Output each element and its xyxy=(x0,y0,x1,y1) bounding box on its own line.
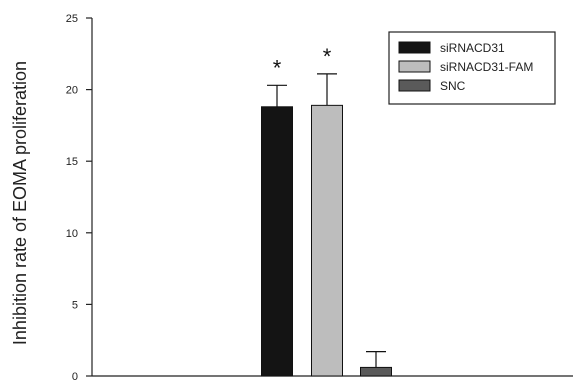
y-axis-label: Inhibition rate of EOMA proliferation xyxy=(10,61,30,345)
y-tick-label: 20 xyxy=(66,85,78,97)
y-tick-label: 15 xyxy=(66,156,78,168)
legend-label-0: siRNACD31 xyxy=(440,41,505,55)
legend-label-1: siRNACD31-FAM xyxy=(440,60,533,74)
significance-marker-1: * xyxy=(323,44,332,69)
y-axis: 0 5 10 15 20 25 xyxy=(66,13,573,383)
bar-0 xyxy=(261,106,293,377)
bar-2 xyxy=(360,366,392,377)
legend-swatch-0 xyxy=(398,41,431,54)
significance-marker-0: * xyxy=(273,55,282,80)
legend: siRNACD31 siRNACD31-FAM SNC xyxy=(388,31,556,105)
y-tick-label: 25 xyxy=(66,13,78,25)
y-tick-label: 5 xyxy=(72,299,78,311)
legend-label-2: SNC xyxy=(440,79,466,93)
bars-group: * * xyxy=(261,44,392,377)
y-tick-label: 10 xyxy=(66,228,78,240)
y-tick-label: 0 xyxy=(72,371,78,381)
bar-1 xyxy=(311,104,343,377)
legend-swatch-2 xyxy=(398,79,431,92)
legend-swatch-1 xyxy=(398,60,431,73)
